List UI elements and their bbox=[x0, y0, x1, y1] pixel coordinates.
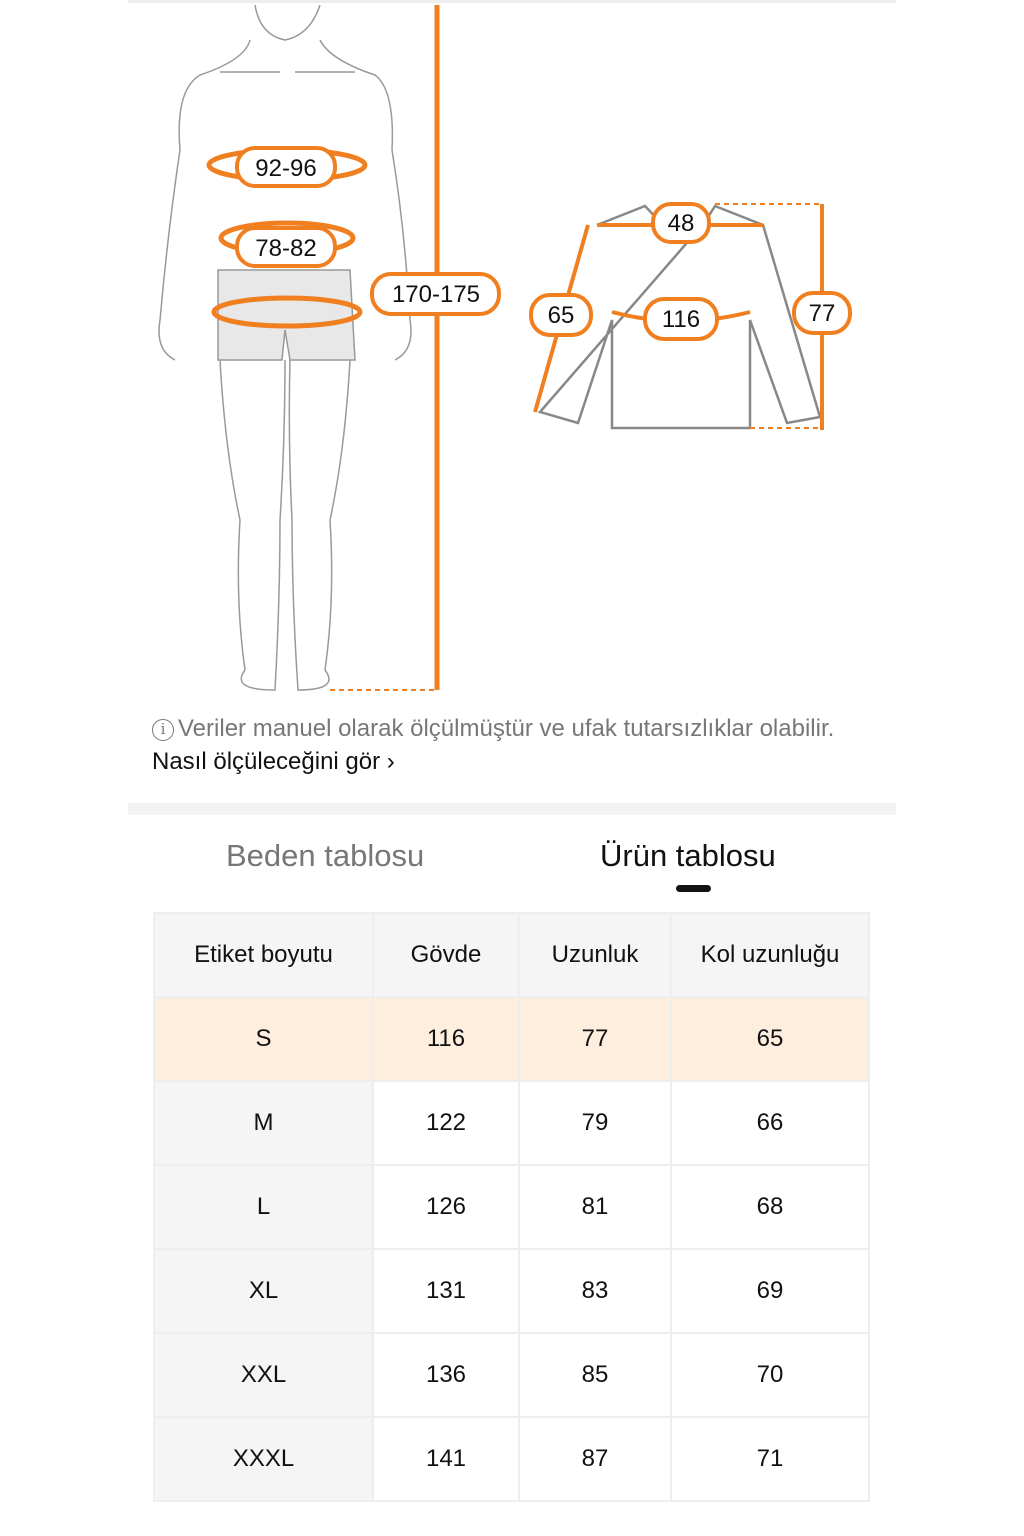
table-cell: 136 bbox=[373, 1333, 520, 1418]
active-tab-indicator bbox=[676, 885, 711, 892]
length-label: 77 bbox=[809, 300, 836, 327]
tab-beden-tablosu[interactable]: Beden tablosu bbox=[226, 838, 425, 873]
height-label: 170-175 bbox=[392, 281, 480, 308]
table-row: S 116 77 65 bbox=[154, 997, 870, 1082]
table-cell: 131 bbox=[373, 1249, 520, 1334]
tab-urun-tablosu[interactable]: Ürün tablosu bbox=[600, 838, 776, 873]
table-cell: 81 bbox=[519, 1165, 672, 1250]
table-cell: 77 bbox=[519, 997, 672, 1082]
table-cell: XXL bbox=[154, 1333, 374, 1418]
table-cell: 122 bbox=[373, 1081, 520, 1166]
sleeve-label: 65 bbox=[548, 302, 575, 329]
table-cell: 66 bbox=[671, 1081, 870, 1166]
info-icon: i bbox=[152, 719, 174, 741]
table-cell: 65 bbox=[671, 997, 870, 1082]
shoulder-label: 48 bbox=[668, 210, 695, 237]
table-cell: 87 bbox=[519, 1417, 672, 1502]
garment-chest-label: 116 bbox=[662, 306, 700, 333]
chest-label: 92-96 bbox=[255, 155, 316, 182]
note-text: Veriler manuel olarak ölçülmüştür ve ufa… bbox=[178, 715, 835, 742]
table-cell: 69 bbox=[671, 1249, 870, 1334]
table-cell: XXXL bbox=[154, 1417, 374, 1502]
header-cell: Etiket boyutu bbox=[154, 913, 374, 998]
size-table: Etiket boyutu Gövde Uzunluk Kol uzunluğu… bbox=[153, 912, 870, 1502]
size-illustration: 92-96 78-82 170-175 48 116 65 77 bbox=[158, 4, 852, 691]
table-row: L 126 81 68 bbox=[154, 1165, 870, 1250]
header-cell: Uzunluk bbox=[519, 913, 672, 998]
table-cell: 83 bbox=[519, 1249, 672, 1334]
table-cell: 85 bbox=[519, 1333, 672, 1418]
table-cell: XL bbox=[154, 1249, 374, 1334]
table-cell: 141 bbox=[373, 1417, 520, 1502]
table-cell: 126 bbox=[373, 1165, 520, 1250]
hip-measure-line bbox=[211, 295, 363, 329]
table-cell: S bbox=[154, 997, 374, 1082]
table-cell: L bbox=[154, 1165, 374, 1250]
table-header: Etiket boyutu Gövde Uzunluk Kol uzunluğu bbox=[154, 913, 870, 998]
table-cell: 68 bbox=[671, 1165, 870, 1250]
table-cell: M bbox=[154, 1081, 374, 1166]
top-divider bbox=[128, 0, 896, 3]
table-cell: 116 bbox=[373, 997, 520, 1082]
table-cell: 79 bbox=[519, 1081, 672, 1166]
table-cell: 70 bbox=[671, 1333, 870, 1418]
measurement-note: i Veriler manuel olarak ölçülmüştür ve uf… bbox=[152, 712, 852, 778]
table-row: M 122 79 66 bbox=[154, 1081, 870, 1166]
table-row: XL 131 83 69 bbox=[154, 1249, 870, 1334]
header-cell: Gövde bbox=[373, 913, 520, 998]
table-row: XXXL 141 87 71 bbox=[154, 1417, 870, 1502]
section-divider bbox=[128, 803, 896, 815]
waist-label: 78-82 bbox=[255, 235, 316, 262]
table-cell: 71 bbox=[671, 1417, 870, 1502]
table-row: XXL 136 85 70 bbox=[154, 1333, 870, 1418]
body-outline bbox=[158, 4, 412, 691]
header-cell: Kol uzunluğu bbox=[671, 913, 870, 998]
how-to-measure-link[interactable]: Nasıl ölçüleceğini gör › bbox=[152, 748, 395, 775]
